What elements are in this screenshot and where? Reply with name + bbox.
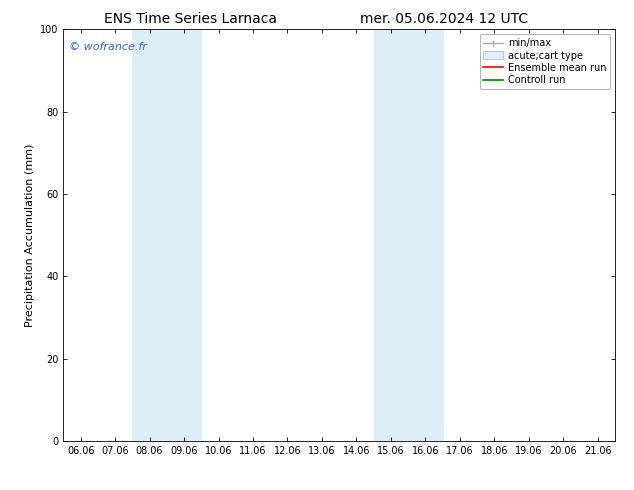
- Bar: [133, 29, 202, 441]
- Text: ENS Time Series Larnaca: ENS Time Series Larnaca: [104, 12, 276, 26]
- Y-axis label: Precipitation Accumulation (mm): Precipitation Accumulation (mm): [25, 144, 35, 327]
- Legend: min/max, acute;cart type, Ensemble mean run, Controll run: min/max, acute;cart type, Ensemble mean …: [479, 34, 610, 89]
- Text: © wofrance.fr: © wofrance.fr: [69, 42, 147, 52]
- Bar: [373, 29, 443, 441]
- Text: mer. 05.06.2024 12 UTC: mer. 05.06.2024 12 UTC: [359, 12, 528, 26]
